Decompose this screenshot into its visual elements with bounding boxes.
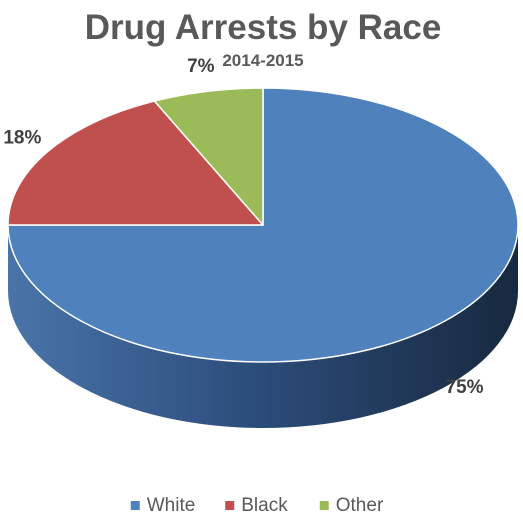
pie-side-white — [8, 225, 518, 428]
legend-swatch-black — [225, 501, 235, 510]
legend: White Black Other — [130, 495, 384, 516]
legend-label-white: White — [147, 495, 196, 516]
legend-item-other: Other — [319, 495, 384, 516]
pie-slice-black — [7, 100, 264, 226]
pie-plot-area — [7, 87, 519, 428]
chart-subtitle: 2014-2015 — [222, 51, 303, 70]
data-labels: 75% 18% 7% — [3, 56, 483, 398]
legend-swatch-white — [130, 501, 140, 510]
data-label-black: 18% — [3, 128, 41, 149]
legend-swatch-other — [319, 501, 329, 510]
legend-item-black: Black — [225, 495, 288, 516]
pie-slice-white — [7, 87, 519, 363]
pie-slice-other — [153, 87, 264, 226]
data-label-other: 7% — [187, 56, 215, 77]
data-label-white: 75% — [446, 377, 484, 398]
legend-label-other: Other — [336, 495, 384, 516]
legend-label-black: Black — [241, 495, 288, 516]
chart-title: Drug Arrests by Race — [85, 8, 442, 47]
legend-item-white: White — [130, 495, 196, 516]
